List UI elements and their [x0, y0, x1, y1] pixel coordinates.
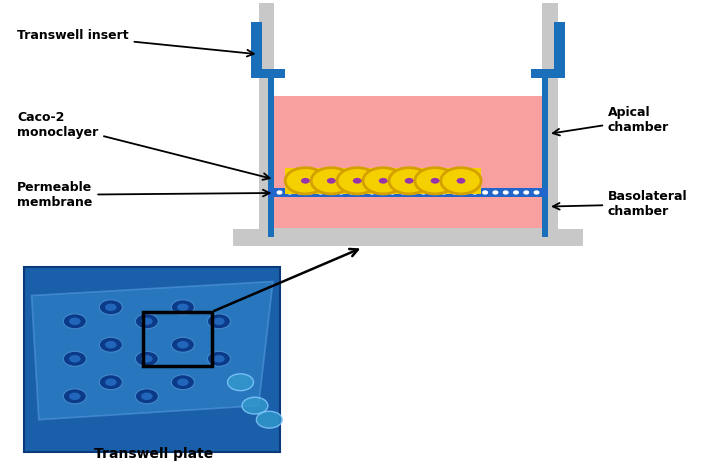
- Circle shape: [452, 191, 457, 194]
- Circle shape: [213, 318, 224, 325]
- Circle shape: [391, 191, 395, 194]
- Circle shape: [242, 397, 268, 414]
- Circle shape: [457, 178, 465, 183]
- Bar: [542, 3, 558, 237]
- Text: Caco-2
monoclayer: Caco-2 monoclayer: [17, 110, 270, 180]
- Circle shape: [327, 178, 335, 183]
- Text: Transwell insert: Transwell insert: [17, 29, 254, 56]
- Circle shape: [379, 178, 388, 183]
- Bar: [250, 69, 285, 78]
- Circle shape: [380, 191, 385, 194]
- Circle shape: [441, 191, 446, 194]
- Circle shape: [329, 191, 333, 194]
- Circle shape: [99, 375, 123, 390]
- Circle shape: [141, 392, 152, 400]
- Circle shape: [277, 191, 282, 194]
- Circle shape: [105, 341, 117, 348]
- Text: Transwell plate: Transwell plate: [94, 447, 213, 461]
- Circle shape: [415, 168, 455, 194]
- Circle shape: [227, 374, 253, 391]
- Circle shape: [473, 191, 477, 194]
- Bar: [542, 87, 558, 237]
- Circle shape: [363, 168, 404, 194]
- Circle shape: [105, 303, 117, 311]
- Circle shape: [514, 191, 518, 194]
- Circle shape: [171, 300, 195, 315]
- Circle shape: [319, 191, 323, 194]
- Circle shape: [208, 314, 230, 329]
- Circle shape: [287, 191, 292, 194]
- Circle shape: [135, 351, 158, 366]
- Circle shape: [105, 378, 117, 386]
- Circle shape: [431, 191, 436, 194]
- Polygon shape: [32, 282, 273, 419]
- Circle shape: [141, 318, 152, 325]
- Circle shape: [213, 355, 224, 363]
- Circle shape: [69, 355, 81, 363]
- Circle shape: [337, 168, 378, 194]
- Circle shape: [493, 191, 497, 194]
- Circle shape: [421, 191, 425, 194]
- Circle shape: [171, 337, 195, 352]
- Bar: [258, 227, 558, 237]
- Circle shape: [431, 178, 439, 183]
- Circle shape: [534, 191, 539, 194]
- Bar: [554, 21, 566, 78]
- Circle shape: [177, 378, 189, 386]
- Circle shape: [135, 314, 158, 329]
- Circle shape: [256, 411, 282, 428]
- Bar: [268, 73, 274, 237]
- Circle shape: [99, 337, 123, 352]
- Bar: [233, 228, 583, 246]
- Circle shape: [462, 191, 467, 194]
- Circle shape: [69, 318, 81, 325]
- Circle shape: [503, 191, 508, 194]
- Circle shape: [370, 191, 375, 194]
- Circle shape: [411, 191, 415, 194]
- Circle shape: [483, 191, 487, 194]
- Circle shape: [308, 191, 313, 194]
- Circle shape: [401, 191, 405, 194]
- Text: Apical
chamber: Apical chamber: [553, 106, 669, 136]
- Circle shape: [353, 178, 362, 183]
- Circle shape: [99, 300, 123, 315]
- Circle shape: [135, 389, 158, 404]
- Circle shape: [171, 375, 195, 390]
- Circle shape: [208, 351, 230, 366]
- Text: Basolateral
chamber: Basolateral chamber: [553, 190, 688, 218]
- Circle shape: [311, 168, 351, 194]
- Circle shape: [441, 168, 481, 194]
- Circle shape: [285, 168, 325, 194]
- Bar: [250, 21, 262, 78]
- Bar: [531, 69, 566, 78]
- Circle shape: [349, 191, 354, 194]
- Circle shape: [63, 314, 86, 329]
- Circle shape: [301, 178, 310, 183]
- Circle shape: [177, 303, 189, 311]
- Circle shape: [404, 178, 414, 183]
- Bar: [274, 97, 542, 228]
- Circle shape: [359, 191, 364, 194]
- Circle shape: [69, 392, 81, 400]
- Bar: [258, 3, 274, 237]
- Bar: [25, 267, 280, 453]
- Circle shape: [177, 341, 189, 348]
- Circle shape: [298, 191, 302, 194]
- Bar: [143, 312, 212, 366]
- Circle shape: [389, 168, 429, 194]
- Bar: [285, 168, 481, 194]
- Circle shape: [63, 351, 86, 366]
- Text: Permeable
membrane: Permeable membrane: [17, 181, 269, 209]
- Circle shape: [524, 191, 529, 194]
- Bar: [258, 87, 274, 237]
- Bar: [268, 188, 548, 197]
- Circle shape: [63, 389, 86, 404]
- Bar: [542, 73, 548, 237]
- Circle shape: [339, 191, 343, 194]
- Circle shape: [141, 355, 152, 363]
